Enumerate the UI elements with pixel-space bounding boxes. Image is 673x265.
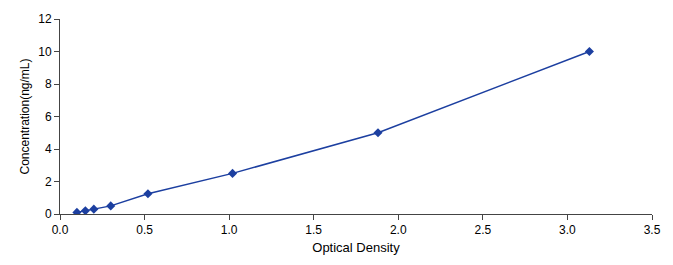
svg-text:0: 0 xyxy=(45,207,52,221)
svg-text:0.5: 0.5 xyxy=(136,223,153,237)
svg-text:2.5: 2.5 xyxy=(475,223,492,237)
svg-text:4: 4 xyxy=(45,142,52,156)
svg-text:Optical Density: Optical Density xyxy=(312,240,400,255)
svg-text:3.5: 3.5 xyxy=(644,223,661,237)
svg-text:3.0: 3.0 xyxy=(559,223,576,237)
svg-text:0.0: 0.0 xyxy=(52,223,69,237)
svg-text:Concentration(ng/mL): Concentration(ng/mL) xyxy=(18,58,32,174)
svg-text:2.0: 2.0 xyxy=(390,223,407,237)
svg-text:6: 6 xyxy=(45,110,52,124)
svg-text:10: 10 xyxy=(38,45,52,59)
svg-text:1.5: 1.5 xyxy=(305,223,322,237)
svg-text:12: 12 xyxy=(38,12,52,26)
svg-text:1.0: 1.0 xyxy=(221,223,238,237)
svg-text:2: 2 xyxy=(45,175,52,189)
svg-text:8: 8 xyxy=(45,77,52,91)
